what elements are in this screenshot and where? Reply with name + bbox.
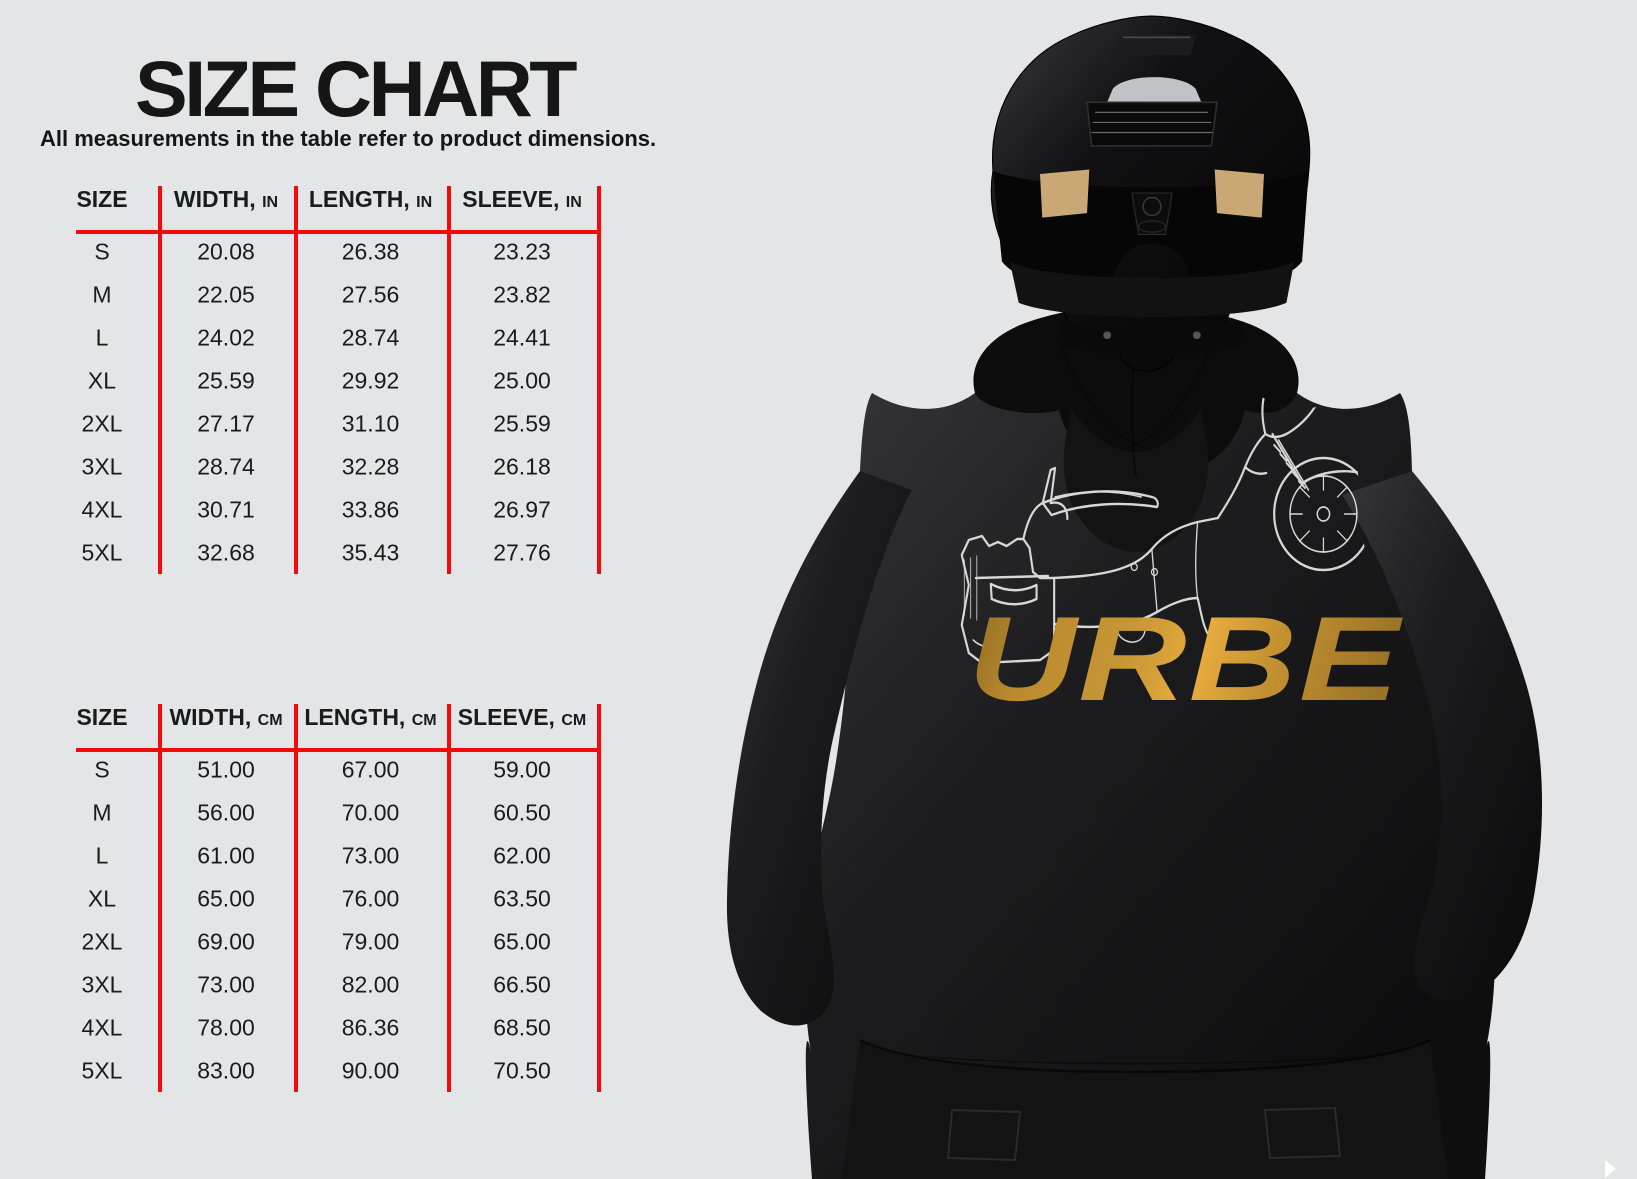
svg-text:URBE: URBE [968, 591, 1403, 725]
